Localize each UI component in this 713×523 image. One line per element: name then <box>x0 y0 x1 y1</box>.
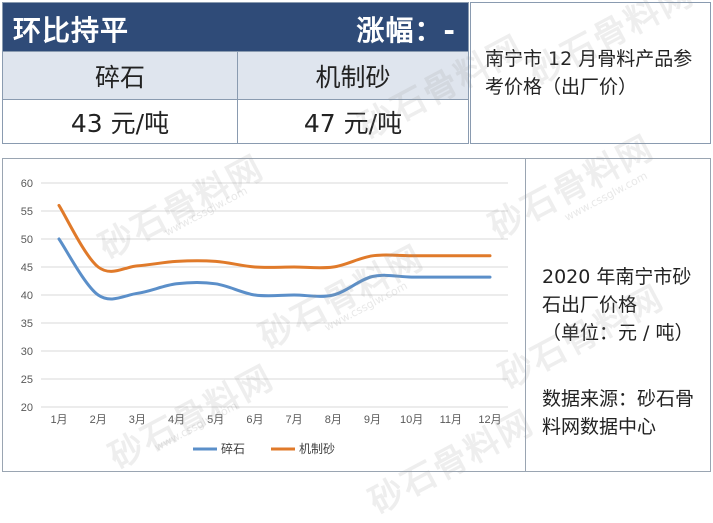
series-line-machine-sand <box>57 203 492 273</box>
x-tick-label: 4月 <box>168 414 185 426</box>
x-tick-label: 6月 <box>246 414 263 426</box>
y-tick-label: 35 <box>21 318 33 330</box>
price-note-box: 南宁市 12 月骨料产品参考价格（出厂价） <box>470 2 711 144</box>
y-tick-label: 20 <box>21 402 33 414</box>
x-tick-label: 11月 <box>440 414 462 426</box>
x-tick-label: 7月 <box>286 414 303 426</box>
product-header-row: 碎石 机制砂 <box>3 51 468 99</box>
x-tick-label: 8月 <box>325 414 342 426</box>
price-row: 43 元/吨 47 元/吨 <box>3 99 468 143</box>
price-line-chart: 20 25 30 35 40 45 50 55 60 1月 2月 3月 4月 5月 6月 7月 8月 9月 10月 1… <box>21 178 508 456</box>
y-tick-label: 45 <box>21 262 33 274</box>
series-line-crushed-stone <box>57 237 492 301</box>
y-tick-label: 40 <box>21 290 33 302</box>
y-tick-label: 50 <box>21 234 33 246</box>
x-tick-label: 3月 <box>129 414 146 426</box>
y-tick-label: 55 <box>21 206 33 218</box>
price-crushed-stone: 43 元/吨 <box>70 108 170 138</box>
x-tick-label: 9月 <box>364 414 381 426</box>
price-machine-sand: 47 元/吨 <box>237 100 468 143</box>
price-summary: 环比持平 涨幅：- 碎石 机制砂 43 元/吨 47 元/吨 南宁市 12 月骨… <box>0 0 713 146</box>
x-tick-label: 12月 <box>478 414 501 426</box>
data-source: 数据来源：砂石骨料网数据中心 <box>542 388 695 438</box>
product-name-crushed-stone: 碎石 <box>94 62 145 92</box>
chart-info-box: 2020 年南宁市砂石出厂价格 （单位：元 / 吨） 数据来源：砂石骨料网数据中… <box>525 159 710 471</box>
x-tick-label: 10月 <box>400 414 423 426</box>
y-tick-label: 60 <box>21 178 33 190</box>
x-tick-label: 2月 <box>90 414 107 426</box>
product-name-machine-sand: 机制砂 <box>237 52 468 99</box>
x-tick-label: 5月 <box>207 414 224 426</box>
legend-label: 碎石 <box>221 441 245 456</box>
y-tick-label: 30 <box>21 346 33 358</box>
legend-label: 机制砂 <box>299 442 335 456</box>
unit-label: （单位：元 / 吨） <box>542 322 694 344</box>
price-table: 环比持平 涨幅：- 碎石 机制砂 43 元/吨 47 元/吨 <box>2 2 469 144</box>
price-table-header: 环比持平 涨幅：- <box>3 3 468 51</box>
chart-panel: 20 25 30 35 40 45 50 55 60 1月 2月 3月 4月 5月 6月 7月 8月 9月 10月 1… <box>2 158 711 472</box>
y-tick-label: 25 <box>21 374 33 386</box>
chart-title: 2020 年南宁市砂石出厂价格 <box>542 266 692 316</box>
price-note: 南宁市 12 月骨料产品参考价格（出厂价） <box>485 48 693 98</box>
x-tick-label: 1月 <box>50 414 67 426</box>
trend-label: 环比持平 <box>13 14 130 47</box>
change-label: 涨幅：- <box>356 14 456 47</box>
